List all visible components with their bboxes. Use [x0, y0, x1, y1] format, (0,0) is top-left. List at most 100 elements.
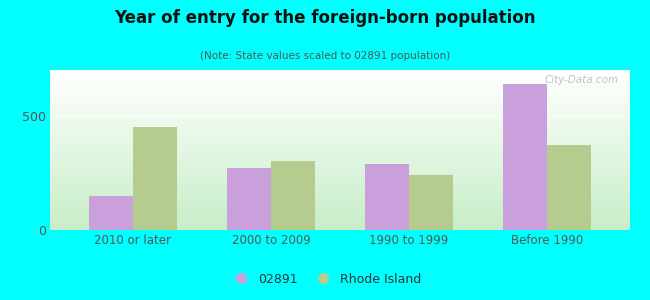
Bar	[50, 217, 630, 218]
Bar	[503, 84, 547, 230]
Bar	[50, 209, 630, 210]
Bar	[50, 121, 630, 122]
Bar	[50, 173, 630, 174]
Bar	[50, 214, 630, 215]
Bar	[50, 135, 630, 136]
Text: City-Data.com: City-Data.com	[544, 75, 618, 85]
Bar	[50, 113, 630, 114]
Bar	[50, 89, 630, 90]
Bar	[50, 84, 630, 85]
Bar	[50, 148, 630, 149]
Bar	[50, 158, 630, 159]
Bar	[50, 193, 630, 194]
Bar	[50, 100, 630, 101]
Bar	[50, 155, 630, 156]
Bar	[50, 206, 630, 207]
Bar	[50, 176, 630, 177]
Bar	[50, 185, 630, 186]
Bar	[547, 146, 592, 230]
Bar	[50, 224, 630, 225]
Bar	[50, 168, 630, 169]
Bar	[50, 128, 630, 129]
Bar	[50, 178, 630, 179]
Bar	[50, 166, 630, 167]
Bar	[50, 205, 630, 206]
Bar	[50, 160, 630, 161]
Bar	[50, 138, 630, 139]
Bar	[50, 94, 630, 95]
Bar	[50, 180, 630, 181]
Bar	[50, 76, 630, 77]
Bar	[50, 107, 630, 108]
Bar	[50, 140, 630, 141]
Bar	[50, 71, 630, 72]
Bar	[50, 151, 630, 152]
Bar	[50, 101, 630, 102]
Bar	[50, 208, 630, 209]
Bar	[50, 171, 630, 172]
Bar	[50, 160, 630, 161]
Bar	[50, 108, 630, 109]
Bar	[50, 170, 630, 171]
Bar	[50, 174, 630, 175]
Bar	[50, 119, 630, 120]
Bar	[50, 95, 630, 96]
Bar	[50, 188, 630, 189]
Text: Year of entry for the foreign-born population: Year of entry for the foreign-born popul…	[114, 9, 536, 27]
Bar	[50, 210, 630, 211]
Bar	[50, 136, 630, 137]
Bar	[50, 165, 630, 166]
Bar	[50, 204, 630, 205]
Bar	[50, 72, 630, 73]
Bar	[50, 186, 630, 187]
Bar	[50, 146, 630, 147]
Bar	[50, 163, 630, 164]
Bar	[50, 190, 630, 191]
Bar	[50, 228, 630, 229]
Bar	[50, 149, 630, 150]
Bar	[50, 172, 630, 173]
Bar	[50, 211, 630, 212]
Bar	[50, 129, 630, 130]
Bar	[50, 143, 630, 144]
Bar	[50, 126, 630, 127]
Bar	[50, 81, 630, 82]
Bar	[50, 104, 630, 105]
Bar	[50, 216, 630, 217]
Bar	[50, 139, 630, 140]
Bar	[50, 169, 630, 170]
Bar	[50, 181, 630, 182]
Bar	[50, 97, 630, 98]
Bar	[50, 152, 630, 153]
Bar	[50, 133, 630, 134]
Bar	[50, 215, 630, 216]
Bar	[50, 183, 630, 184]
Bar	[50, 221, 630, 222]
Bar	[50, 99, 630, 100]
Bar	[133, 127, 177, 230]
Bar	[50, 134, 630, 135]
Bar	[50, 207, 630, 208]
Bar	[88, 196, 133, 230]
Bar	[365, 164, 409, 230]
Bar	[50, 115, 630, 116]
Bar	[50, 191, 630, 192]
Bar	[50, 74, 630, 75]
Bar	[227, 168, 271, 230]
Bar	[50, 130, 630, 131]
Bar	[50, 220, 630, 221]
Bar	[50, 189, 630, 190]
Bar	[50, 187, 630, 188]
Bar	[50, 203, 630, 204]
Bar	[50, 78, 630, 79]
Bar	[50, 118, 630, 119]
Bar	[50, 116, 630, 117]
Bar	[50, 75, 630, 76]
Bar	[50, 86, 630, 87]
Bar	[50, 162, 630, 163]
Bar	[50, 141, 630, 142]
Bar	[50, 111, 630, 112]
Bar	[50, 82, 630, 83]
Bar	[50, 167, 630, 168]
Text: (Note: State values scaled to 02891 population): (Note: State values scaled to 02891 popu…	[200, 51, 450, 61]
